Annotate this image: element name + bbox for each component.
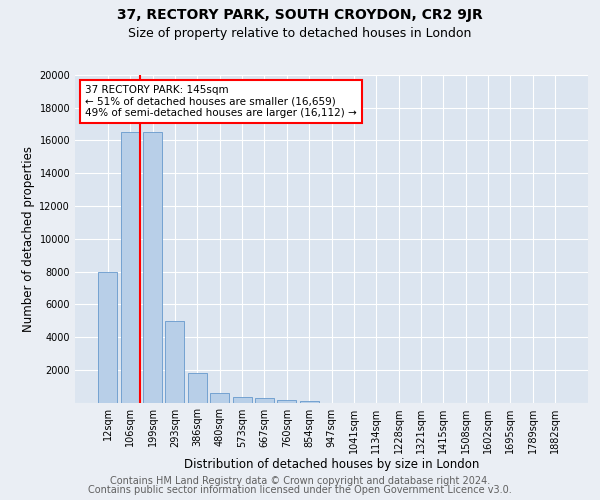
Text: Size of property relative to detached houses in London: Size of property relative to detached ho… [128, 27, 472, 40]
Bar [210, 392, 229, 402]
Bar [233, 397, 251, 402]
Bar [121, 132, 140, 402]
Y-axis label: Number of detached properties: Number of detached properties [22, 146, 35, 332]
Text: Contains public sector information licensed under the Open Government Licence v3: Contains public sector information licen… [88, 485, 512, 495]
Bar [166, 320, 184, 402]
Text: 37, RECTORY PARK, SOUTH CROYDON, CR2 9JR: 37, RECTORY PARK, SOUTH CROYDON, CR2 9JR [117, 8, 483, 22]
Text: 37 RECTORY PARK: 145sqm
← 51% of detached houses are smaller (16,659)
49% of sem: 37 RECTORY PARK: 145sqm ← 51% of detache… [85, 85, 357, 118]
Bar [98, 272, 118, 402]
Text: Contains HM Land Registry data © Crown copyright and database right 2024.: Contains HM Land Registry data © Crown c… [110, 476, 490, 486]
Bar [277, 400, 296, 402]
Bar [143, 132, 162, 402]
Bar [299, 401, 319, 402]
Bar [255, 398, 274, 402]
Bar [188, 373, 207, 402]
X-axis label: Distribution of detached houses by size in London: Distribution of detached houses by size … [184, 458, 479, 471]
